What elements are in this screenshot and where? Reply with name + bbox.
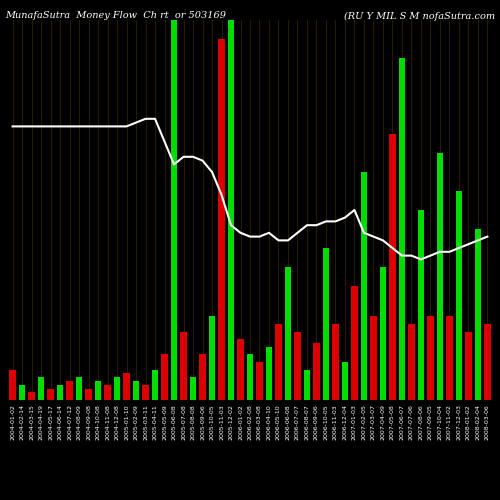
Text: (RU Y MIL S M nofaSutra.com: (RU Y MIL S M nofaSutra.com	[344, 12, 495, 20]
Bar	[342, 362, 348, 400]
Bar	[304, 370, 310, 400]
Bar	[398, 58, 406, 400]
Bar	[170, 20, 177, 400]
Bar	[19, 385, 26, 400]
Bar	[446, 316, 452, 400]
Bar	[94, 381, 102, 400]
Bar	[256, 362, 263, 400]
Bar	[142, 385, 149, 400]
Bar	[123, 374, 130, 400]
Bar	[114, 377, 120, 400]
Bar	[322, 248, 330, 400]
Bar	[218, 39, 225, 400]
Bar	[275, 324, 282, 400]
Bar	[246, 354, 254, 400]
Bar	[456, 191, 462, 400]
Bar	[266, 347, 272, 400]
Bar	[152, 370, 158, 400]
Bar	[484, 324, 490, 400]
Bar	[332, 324, 339, 400]
Bar	[66, 381, 73, 400]
Bar	[380, 267, 386, 400]
Bar	[474, 229, 481, 400]
Bar	[389, 134, 396, 400]
Bar	[360, 172, 368, 400]
Bar	[199, 354, 206, 400]
Bar	[208, 316, 216, 400]
Bar	[418, 210, 424, 400]
Bar	[85, 388, 92, 400]
Bar	[10, 370, 16, 400]
Bar	[132, 381, 140, 400]
Bar	[48, 388, 54, 400]
Bar	[294, 332, 301, 400]
Bar	[180, 332, 187, 400]
Bar	[28, 392, 35, 400]
Bar	[190, 377, 196, 400]
Text: MunafaSutra  Money Flow  Ch rt  or 503169: MunafaSutra Money Flow Ch rt or 503169	[5, 12, 226, 20]
Bar	[228, 20, 234, 400]
Bar	[351, 286, 358, 400]
Bar	[313, 343, 320, 400]
Bar	[237, 339, 244, 400]
Bar	[161, 354, 168, 400]
Bar	[465, 332, 471, 400]
Bar	[427, 316, 434, 400]
Bar	[38, 377, 44, 400]
Bar	[284, 267, 292, 400]
Bar	[57, 385, 64, 400]
Bar	[104, 385, 111, 400]
Bar	[370, 316, 377, 400]
Bar	[436, 153, 443, 400]
Bar	[408, 324, 415, 400]
Bar	[76, 377, 82, 400]
